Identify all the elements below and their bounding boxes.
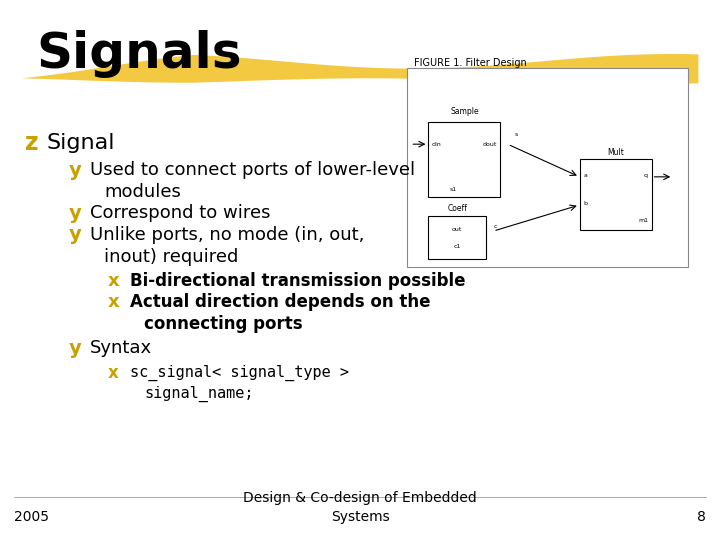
Text: Used to connect ports of lower-level: Used to connect ports of lower-level bbox=[90, 161, 415, 179]
Text: Sample: Sample bbox=[450, 107, 479, 116]
Text: signal_name;: signal_name; bbox=[144, 386, 253, 402]
Text: inout) required: inout) required bbox=[104, 247, 239, 266]
Text: connecting ports: connecting ports bbox=[144, 315, 302, 333]
Polygon shape bbox=[22, 54, 698, 84]
Text: sc_signal< signal_type >: sc_signal< signal_type > bbox=[130, 364, 348, 381]
Text: Signal: Signal bbox=[47, 133, 115, 153]
Text: c1: c1 bbox=[454, 245, 461, 249]
Text: b: b bbox=[583, 201, 588, 206]
Text: Bi-directional transmission possible: Bi-directional transmission possible bbox=[130, 272, 465, 290]
Text: s: s bbox=[515, 132, 518, 137]
Text: din: din bbox=[432, 141, 442, 147]
Text: x: x bbox=[108, 363, 119, 382]
Bar bbox=[428, 216, 486, 259]
Text: Correspond to wires: Correspond to wires bbox=[90, 204, 271, 222]
Text: z: z bbox=[25, 131, 39, 155]
Text: dout: dout bbox=[482, 141, 497, 147]
Text: Coeff: Coeff bbox=[447, 204, 467, 213]
Bar bbox=[580, 159, 652, 230]
Text: FIGURE 1. Filter Design: FIGURE 1. Filter Design bbox=[414, 57, 527, 68]
Text: Design & Co-design of Embedded
Systems: Design & Co-design of Embedded Systems bbox=[243, 491, 477, 524]
Text: modules: modules bbox=[104, 183, 181, 201]
Text: y: y bbox=[68, 204, 81, 223]
Text: Syntax: Syntax bbox=[90, 339, 152, 357]
Bar bbox=[407, 68, 688, 267]
Text: Signals: Signals bbox=[36, 30, 241, 78]
Bar bbox=[428, 122, 500, 197]
Text: y: y bbox=[68, 160, 81, 180]
Text: s1: s1 bbox=[450, 187, 457, 192]
Text: out: out bbox=[452, 227, 462, 232]
Text: c: c bbox=[493, 225, 497, 230]
Text: a: a bbox=[583, 173, 587, 178]
Text: x: x bbox=[108, 272, 120, 290]
Text: Unlike ports, no mode (in, out,: Unlike ports, no mode (in, out, bbox=[90, 226, 364, 244]
Text: 2005: 2005 bbox=[14, 510, 50, 524]
Text: y: y bbox=[68, 225, 81, 245]
Text: Actual direction depends on the: Actual direction depends on the bbox=[130, 293, 430, 312]
Text: x: x bbox=[108, 293, 120, 312]
Text: Mult: Mult bbox=[607, 147, 624, 157]
Text: y: y bbox=[68, 339, 81, 358]
Text: q: q bbox=[644, 173, 648, 178]
Text: 8: 8 bbox=[697, 510, 706, 524]
Text: m1: m1 bbox=[638, 219, 648, 224]
